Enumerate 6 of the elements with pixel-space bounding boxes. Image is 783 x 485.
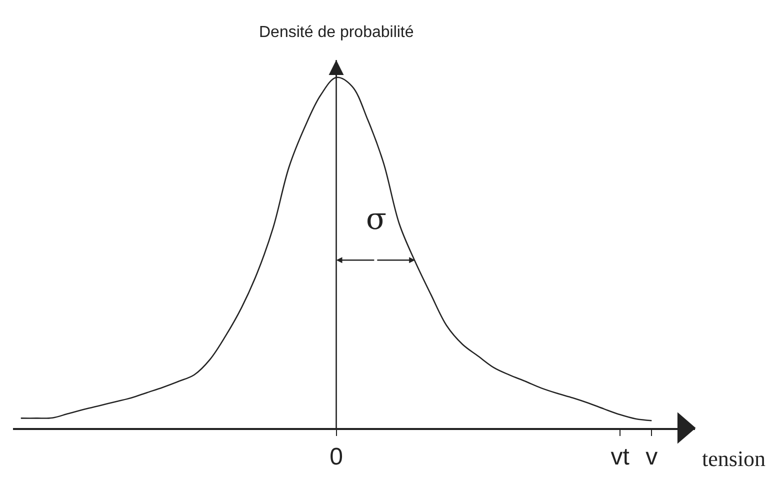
x-tick-label: v [646,444,658,471]
x-tick-label: 0 [330,444,343,471]
x-axis-title: tension [702,446,766,471]
x-tick-label: vt [610,444,630,471]
annotation: σ [366,202,386,237]
y-axis-title: Densité de probabilité [259,24,414,41]
